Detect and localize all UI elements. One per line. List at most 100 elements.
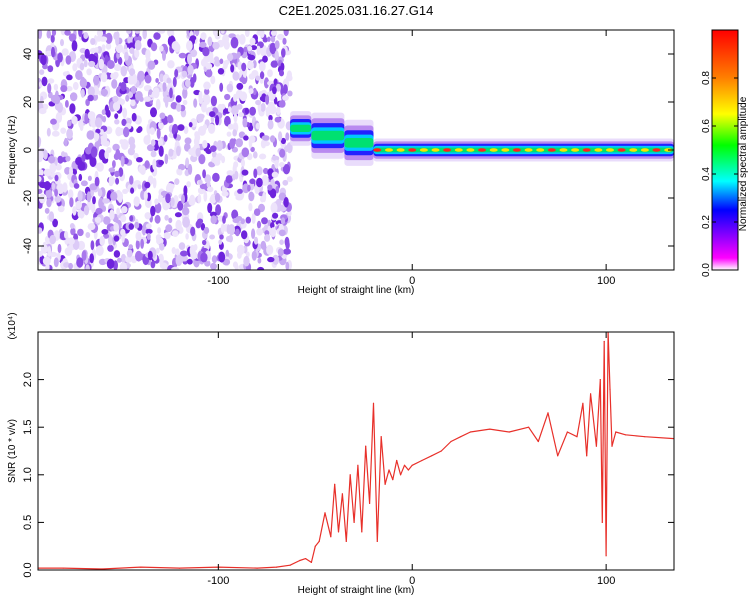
noise-speckle [183,185,188,196]
colorbar-gradient [711,29,739,271]
noise-speckle [94,216,102,223]
noise-speckle [239,76,246,83]
noise-speckle [168,217,173,224]
noise-speckle [163,232,171,240]
noise-speckle [218,251,226,263]
noise-speckle [222,215,226,224]
noise-speckle [200,252,208,263]
noise-speckle [193,98,198,108]
noise-speckle [260,102,266,112]
noise-speckle [38,136,41,148]
noise-speckle [182,87,188,99]
noise-speckle [207,202,213,214]
snr-point [337,531,340,533]
noise-speckle [56,183,65,195]
noise-speckle [165,193,171,204]
snr-point [489,428,491,430]
noise-speckle [120,155,125,167]
snr-point [388,469,390,471]
signal-hotspot [454,148,463,152]
noise-speckle [52,95,61,105]
signal-hotspot [547,148,556,152]
signal-hotspot [385,148,393,152]
noise-speckle [280,137,286,145]
snr-point [403,464,406,466]
noise-speckle [159,242,165,251]
noise-speckle [84,48,90,59]
noise-speckle [103,216,111,225]
noise-speckle [110,191,118,201]
noise-speckle [145,223,152,229]
snr-point [595,445,598,447]
noise-speckle [64,137,68,147]
noise-speckle [267,119,274,130]
noise-speckle [269,188,277,199]
noise-speckle [98,188,102,197]
noise-speckle [280,217,286,225]
snr-point [566,431,569,433]
noise-speckle [45,189,53,199]
noise-speckle [177,124,185,131]
signal-hotspot [582,148,591,152]
noise-speckle [65,85,73,92]
noise-speckle [83,59,88,68]
noise-speckle [205,69,213,78]
noise-speckle [185,157,190,169]
noise-speckle [257,266,265,270]
spectrogram-noise-region [38,30,293,270]
noise-speckle [51,46,55,58]
noise-speckle [269,42,277,55]
noise-speckle [150,205,156,217]
noise-speckle [122,188,129,194]
noise-speckle [101,44,106,51]
noise-speckle [243,255,250,267]
noise-speckle [239,91,248,102]
snr-point [376,540,378,543]
noise-speckle [215,204,222,216]
noise-speckle [64,30,71,36]
noise-speckle [247,54,256,61]
noise-speckle [70,227,76,236]
y-tick-label: 20 [22,96,34,108]
noise-speckle [47,83,52,94]
noise-speckle [235,194,243,201]
snr-y-multiplier: (x10⁴) [7,312,18,339]
noise-speckle [197,113,205,120]
snr-point [324,512,326,514]
noise-speckle [286,176,293,183]
snr-point [345,540,347,543]
noise-speckle [255,122,260,130]
snr-point [256,567,258,569]
noise-speckle [168,148,174,157]
snr-y-axis-label: SNR (10 * v/v) [7,419,18,483]
noise-speckle [140,238,145,249]
noise-speckle [43,168,52,177]
noise-speckle [180,255,188,262]
noise-speckle [150,150,157,158]
snr-x-ticks: -100 0 100 [207,332,615,587]
snr-point [537,440,539,443]
noise-speckle [67,119,72,127]
noise-speckle [226,170,234,176]
noise-speckle [51,130,60,137]
noise-speckle [54,174,59,182]
noise-speckle [270,60,278,68]
snr-point [318,540,320,543]
noise-speckle [240,218,245,225]
noise-speckle [244,107,249,115]
noise-speckle [276,198,282,205]
noise-speckle [87,94,94,102]
noise-speckle [158,253,164,265]
noise-speckle [205,148,212,155]
noise-speckle [177,200,184,211]
snr-point [365,445,367,447]
colorbar-ticks: 0.0 0.2 0.4 0.6 0.8 [701,71,738,277]
noise-speckle [277,248,284,257]
noise-speckle [198,179,203,185]
noise-speckle [96,46,103,54]
noise-speckle [251,213,256,224]
noise-speckle [159,45,164,52]
snr-point [62,567,64,569]
signal-hotspot [419,148,428,152]
